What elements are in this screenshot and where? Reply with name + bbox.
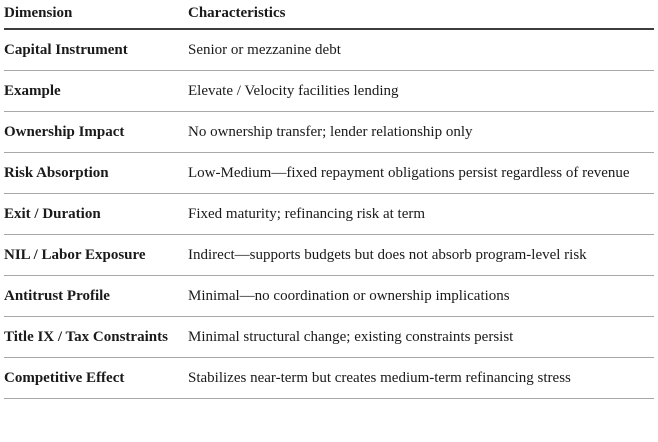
table-row: Capital Instrument Senior or mezzanine d… [4, 30, 654, 71]
characteristics-cell: Indirect—supports budgets but does not a… [188, 247, 587, 263]
dimension-cell: Antitrust Profile [4, 288, 110, 304]
dimension-cell: Exit / Duration [4, 206, 101, 222]
dimension-cell: NIL / Labor Exposure [4, 247, 146, 263]
table-row: Title IX / Tax Constraints Minimal struc… [4, 317, 654, 358]
dimension-cell: Capital Instrument [4, 42, 128, 58]
dimension-cell: Example [4, 83, 61, 99]
dimension-cell: Title IX / Tax Constraints [4, 329, 168, 345]
table-row: Exit / Duration Fixed maturity; refinanc… [4, 194, 654, 235]
characteristics-cell: Elevate / Velocity facilities lending [188, 83, 399, 99]
characteristics-cell: Stabilizes near-term but creates medium-… [188, 370, 571, 386]
table-row: Example Elevate / Velocity facilities le… [4, 71, 654, 112]
table-row: Ownership Impact No ownership transfer; … [4, 112, 654, 153]
dimension-cell: Competitive Effect [4, 370, 125, 386]
table-row: NIL / Labor Exposure Indirect—supports b… [4, 235, 654, 276]
characteristics-cell: Low-Medium—fixed repayment obligations p… [188, 165, 630, 181]
table-row: Antitrust Profile Minimal—no coordinatio… [4, 276, 654, 317]
characteristics-cell: Minimal—no coordination or ownership imp… [188, 288, 510, 304]
characteristics-cell: Minimal structural change; existing cons… [188, 329, 514, 345]
table-header-row: Dimension Characteristics [4, 0, 654, 30]
characteristics-cell: Fixed maturity; refinancing risk at term [188, 206, 426, 222]
comparison-table: Dimension Characteristics Capital Instru… [4, 0, 654, 399]
characteristics-cell: Senior or mezzanine debt [188, 42, 341, 58]
table-row: Competitive Effect Stabilizes near-term … [4, 358, 654, 399]
dimension-cell: Risk Absorption [4, 165, 109, 181]
header-dimension: Dimension [4, 5, 73, 21]
dimension-cell: Ownership Impact [4, 124, 125, 140]
header-characteristics: Characteristics [188, 5, 286, 21]
table-row: Risk Absorption Low-Medium—fixed repayme… [4, 153, 654, 194]
characteristics-cell: No ownership transfer; lender relationsh… [188, 124, 473, 140]
